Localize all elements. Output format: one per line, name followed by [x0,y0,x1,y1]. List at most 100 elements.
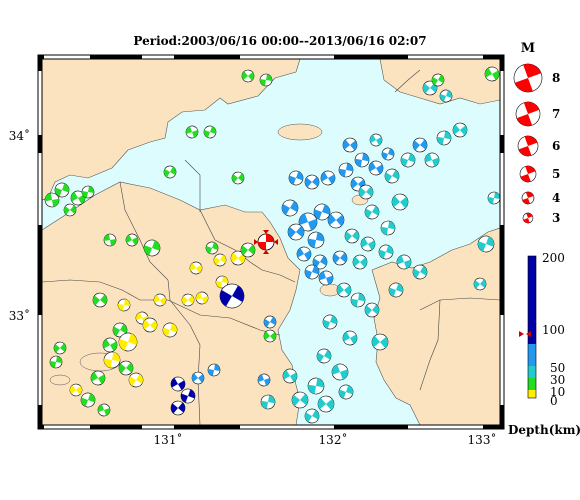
magnitude-legend-title: M [521,41,535,56]
earthquake-marker [231,171,245,185]
earthquake-markers [44,66,500,424]
earthquake-marker [477,235,495,253]
earthquake-marker [102,337,118,353]
earthquake-marker [181,293,195,307]
depth-band-10-30 [528,378,536,390]
earthquake-marker [298,212,318,232]
earthquake-marker [63,203,77,217]
earthquake-marker [118,332,138,352]
earthquake-marker [215,275,229,289]
depth-tick-100: 100 [542,323,565,337]
magnitude-legend-ball-7 [515,101,541,127]
longitude-labels: 131˚ 132˚ 133˚ [154,432,497,447]
depth-band-100-200 [528,256,536,344]
earthquake-marker [259,73,273,87]
earthquake-marker [439,89,453,103]
earthquake-marker [381,147,395,161]
earthquake-marker [304,174,320,190]
earthquake-marker [143,239,161,257]
earthquake-marker [128,372,144,388]
earthquake-marker [112,322,128,338]
earthquake-marker [322,314,338,330]
earthquake-marker [170,376,186,392]
map-frame [37,54,505,430]
lon-label-132: 132˚ [319,432,348,447]
earthquake-marker [54,182,70,198]
earthquake-marker [80,392,96,408]
earthquake-marker [431,73,445,87]
earthquake-marker [424,152,440,168]
lon-label-133: 133˚ [468,432,497,447]
depth-tick-30: 30 [550,373,565,387]
earthquake-marker [117,298,131,312]
earthquake-marker [97,403,111,417]
earthquake-marker [125,233,139,247]
current-depth-marker [519,331,531,337]
earthquake-marker [170,400,186,416]
earthquake-marker [344,228,360,244]
latitude-labels: 34˚ 33˚ [9,128,30,323]
earthquake-marker [331,363,349,381]
earthquake-marker [282,368,298,384]
earthquake-marker [103,351,121,369]
island [49,374,71,386]
earthquake-marker [354,152,370,168]
earthquake-marker [342,137,358,153]
earthquake-marker [241,69,255,83]
earthquake-marker [263,329,277,343]
magnitude-legend-label: 3 [552,211,560,225]
earthquake-marker [304,408,320,424]
earthquake-marker [358,184,374,200]
earthquake-marker [44,192,60,208]
depth-tick-0: 0 [550,394,558,408]
earthquake-marker [338,162,354,178]
highlight-event-marker [254,230,278,254]
depth-tick-10: 10 [550,385,565,399]
earthquake-marker [318,270,334,286]
earthquake-marker [291,391,309,409]
earthquake-marker [153,293,167,307]
earthquake-marker [384,168,400,184]
earthquake-marker [257,373,271,387]
earthquake-marker [368,160,384,176]
earthquake-marker [189,261,203,275]
earthquake-marker [207,363,221,377]
earthquake-marker [287,223,305,241]
earthquake-marker [316,348,332,364]
earthquake-marker [195,291,209,305]
earthquake-marker [191,371,205,385]
earthquake-marker [336,282,352,298]
earthquake-marker [412,264,428,280]
earthquake-marker [90,370,106,386]
earthquake-marker [230,250,246,266]
earthquake-marker [69,383,83,397]
magnitude-legend-label: 8 [552,71,560,85]
magnitude-legend-ball-6 [517,135,539,157]
earthquake-marker [400,152,416,168]
earthquake-marker [307,231,325,249]
earthquake-marker [352,254,368,270]
earthquake-marker [342,330,358,346]
lon-label-131: 131˚ [154,432,183,447]
earthquake-marker [205,241,219,255]
earthquake-marker [371,333,389,351]
magnitude-legend-label: 5 [552,167,560,181]
earthquake-marker [484,66,500,82]
magnitude-legend-label: 4 [552,191,560,205]
earthquake-marker [396,254,412,270]
earthquake-marker [260,394,276,410]
lat-label-33: 33˚ [9,308,30,323]
earthquake-marker [364,204,380,220]
earthquake-marker [436,130,452,146]
depth-band-30-50 [528,366,536,378]
earthquake-marker [240,242,256,258]
depth-scale: 200 100 50 30 10 0 Depth(km) [508,251,580,437]
magnitude-legend-ball-3 [522,212,534,224]
earthquake-marker [378,244,394,260]
depth-scale-title: Depth(km) [508,423,580,437]
earthquake-marker [213,253,227,267]
earthquake-marker [49,355,63,369]
magnitude-legend-ball-8 [513,63,543,93]
earthquake-marker [320,170,336,186]
